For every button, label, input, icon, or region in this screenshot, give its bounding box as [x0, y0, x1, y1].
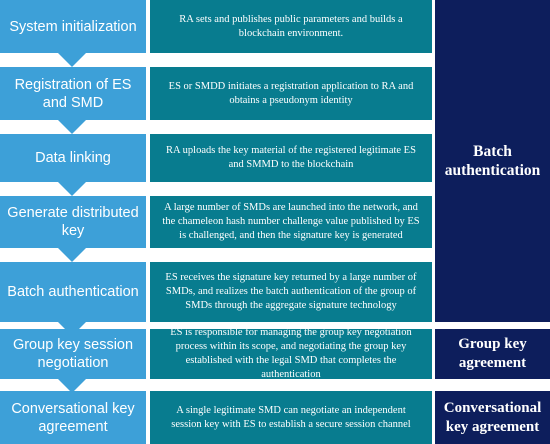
phase-batch-authentication: Batch authentication — [435, 0, 550, 322]
phase-group-key-agreement: Group key agreement — [435, 329, 550, 379]
description-generate-distributed-key: A large number of SMDs are launched into… — [150, 196, 432, 248]
step-generate-distributed-key: Generate distributed key — [0, 196, 146, 248]
description-conversational-key-agreement: A single legitimate SMD can negotiate an… — [150, 391, 432, 444]
step-label: Conversational key agreement — [11, 400, 135, 435]
step-label: Data linking — [35, 150, 111, 166]
step-label: System initialization — [9, 18, 137, 35]
description-group-key-session-negotiation: ES is responsible for managing the group… — [150, 327, 432, 380]
description-text: ES is responsible for managing the group… — [170, 327, 412, 380]
description-data-linking: RA uploads the key material of the regis… — [150, 134, 432, 182]
phase-label: Group key agreement — [458, 336, 527, 371]
description-batch-authentication: ES receives the signature key returned b… — [150, 262, 432, 322]
step-batch-authentication: Batch authentication — [0, 262, 146, 322]
step-system-initialization: System initialization — [0, 0, 146, 53]
description-text: ES receives the signature key returned b… — [165, 272, 417, 311]
phase-conversational-key-agreement: Conversational key agreement — [435, 391, 550, 444]
description-text: A single legitimate SMD can negotiate an… — [171, 404, 411, 430]
description-text: RA uploads the key material of the regis… — [166, 145, 416, 170]
down-arrow — [58, 248, 86, 262]
down-arrow — [58, 120, 86, 134]
step-label: Registration of ES and SMD — [14, 76, 132, 111]
phase-label: Batch authentication — [444, 143, 541, 179]
down-arrow — [58, 182, 86, 196]
step-conversational-key-agreement: Conversational key agreement — [0, 391, 146, 444]
phase-label: Conversational key agreement — [443, 399, 542, 435]
step-data-linking: Data linking — [0, 134, 146, 182]
step-registration: Registration of ES and SMD — [0, 67, 146, 120]
description-text: A large number of SMDs are launched into… — [162, 202, 420, 241]
description-text: RA sets and publishes public parameters … — [179, 13, 403, 39]
step-label: Batch authentication — [7, 284, 139, 300]
description-text: ES or SMDD initiates a registration appl… — [168, 80, 414, 106]
description-registration: ES or SMDD initiates a registration appl… — [150, 67, 432, 120]
down-arrow — [58, 53, 86, 67]
step-group-key-session-negotiation: Group key session negotiation — [0, 329, 146, 379]
description-system-initialization: RA sets and publishes public parameters … — [150, 0, 432, 53]
step-label: Group key session negotiation — [12, 337, 134, 371]
down-arrow — [58, 379, 86, 393]
step-label: Generate distributed key — [7, 205, 139, 239]
